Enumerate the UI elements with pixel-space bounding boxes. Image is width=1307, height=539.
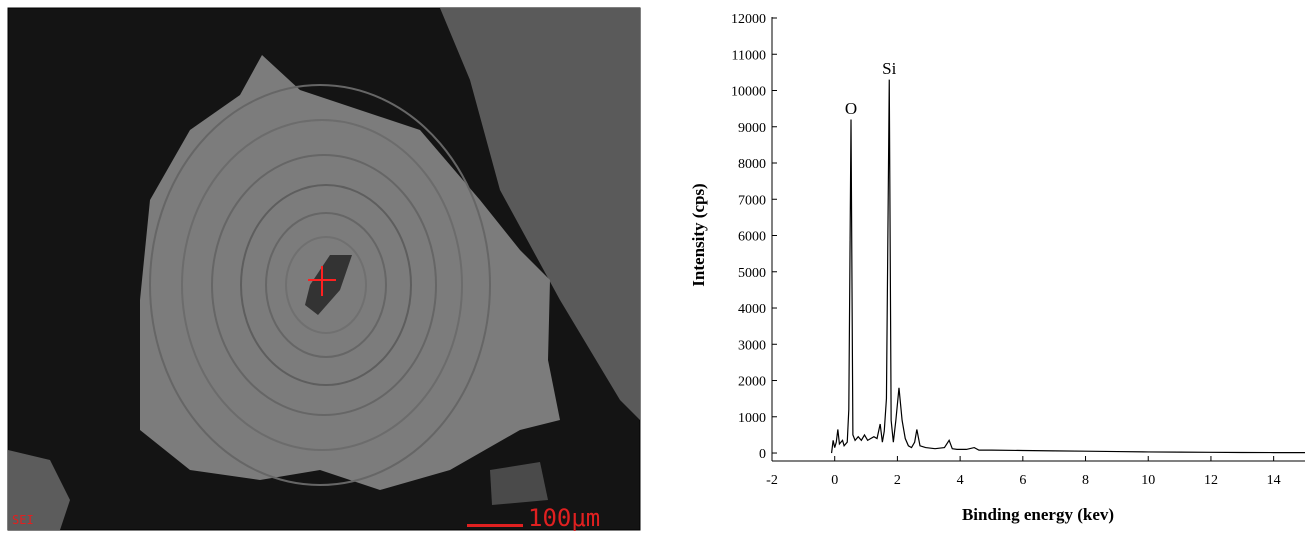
y-tick-label: 10000 [731,85,766,100]
scale-bar [467,524,523,527]
sem-label: SEI [12,513,34,527]
y-tick-label: 12000 [731,12,766,27]
peak-label: Si [882,59,896,78]
x-tick-label: 0 [831,473,838,488]
y-tick-label: 9000 [738,121,766,136]
sem-image: SEI 100μm [7,7,641,532]
y-tick-label: 0 [759,447,766,462]
y-axis-title: Intensity (cps) [689,183,708,286]
sem-ooid [140,55,560,490]
sem-grain [8,450,70,530]
x-tick-label: 10 [1141,473,1155,488]
x-tick-label: 4 [957,473,964,488]
y-tick-label: 11000 [732,48,766,63]
sem-core [305,255,352,315]
y-tick-label: 2000 [738,375,766,390]
y-tick-label: 4000 [738,302,766,317]
x-tick-label: 8 [1082,473,1089,488]
sem-rings [149,84,491,486]
sem-grain [440,8,640,420]
scale-label: 100μm [528,504,600,532]
y-tick-label: 1000 [738,411,766,426]
peak-label: O [845,99,857,118]
spectrum-line [830,79,1306,454]
y-tick-label: 7000 [738,193,766,208]
y-tick-label: 5000 [738,266,766,281]
y-tick-label: 3000 [738,338,766,353]
chart: Binding energy (kev) Intensity (cps) 0 10… [689,12,1306,524]
x-tick-label: -2 [766,473,778,488]
x-axis-title: Binding energy (kev) [962,505,1114,524]
x-tick-label: 2 [894,473,901,488]
sem-cross [308,266,336,296]
x-tick-label: 12 [1204,473,1218,488]
sem-grain [490,462,548,505]
x-tick-label: 14 [1267,473,1281,488]
y-tick-label: 6000 [738,230,766,245]
y-tick-label: 8000 [738,157,766,172]
x-tick-label: 6 [1019,473,1026,488]
